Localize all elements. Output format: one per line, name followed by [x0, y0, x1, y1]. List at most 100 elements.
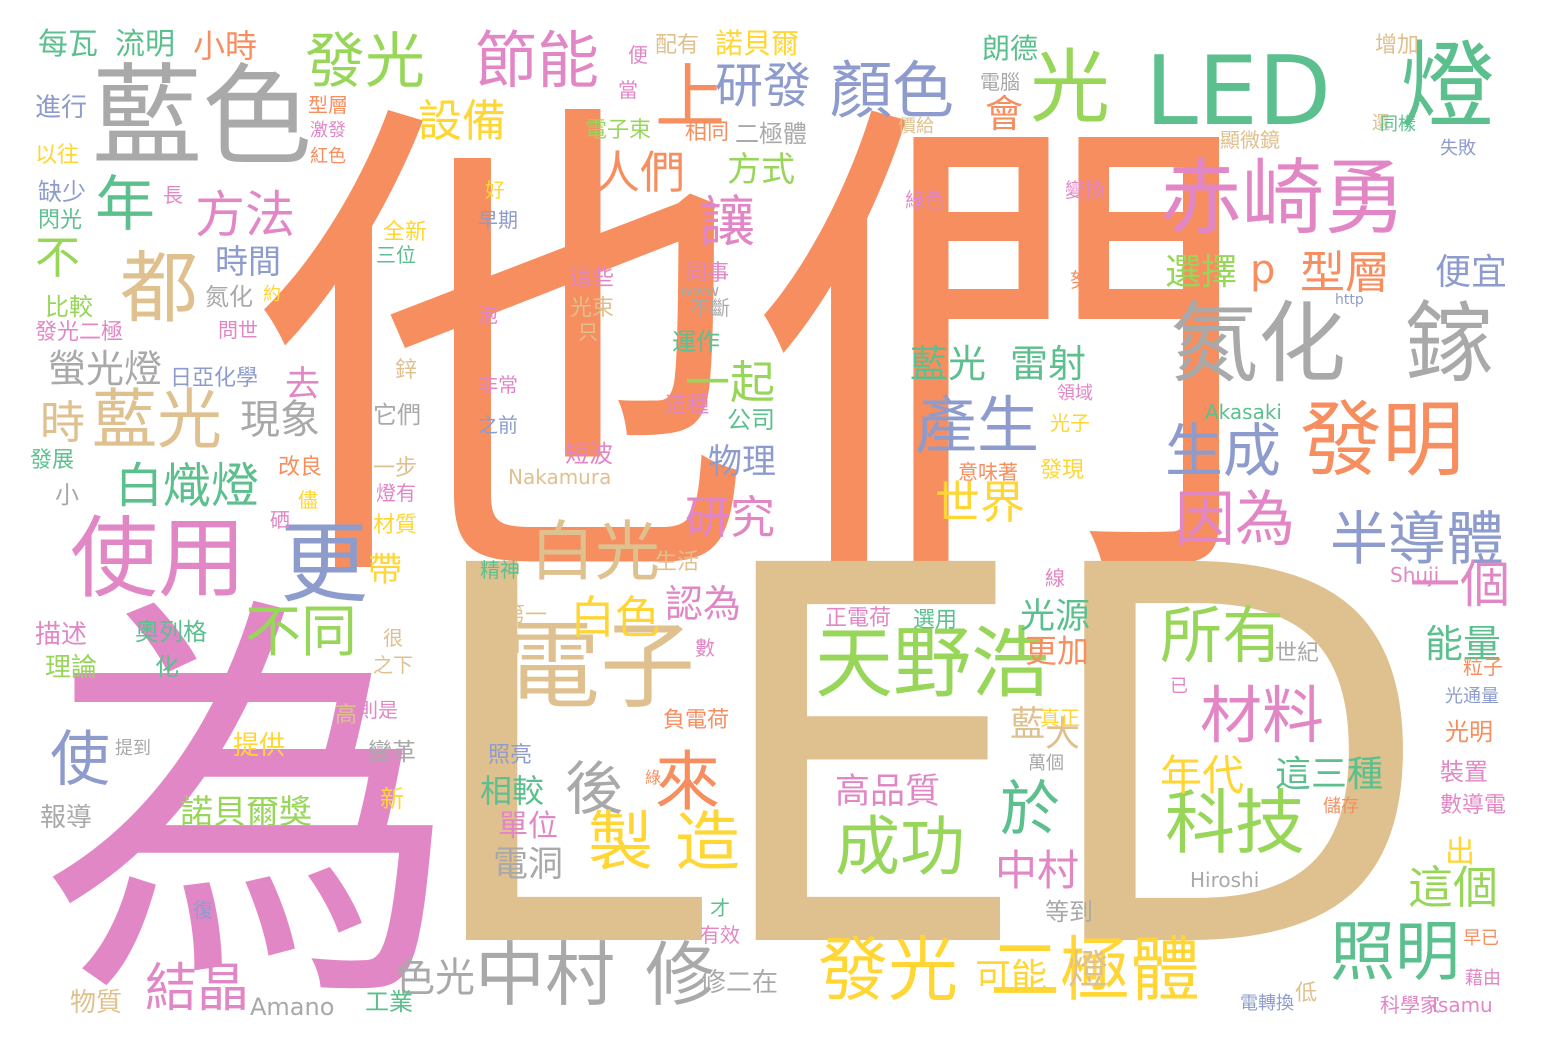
word-123: 照亮	[488, 743, 533, 768]
word-99: 發光二極	[35, 320, 124, 345]
word-33: 白色	[570, 591, 661, 644]
word-149: 三位	[376, 243, 416, 267]
word-58: 雷射	[1010, 342, 1087, 386]
word-3: 藍色	[92, 53, 312, 181]
word-6: 光	[1030, 41, 1110, 134]
word-188: 科學家	[1380, 993, 1440, 1017]
word-142: 非常	[478, 373, 518, 397]
word-55: 一起	[685, 356, 776, 409]
word-1: LED	[415, 457, 1434, 1052]
word-89: 小時	[193, 27, 258, 65]
word-2: 為	[40, 565, 460, 1052]
word-21: 顏色	[830, 54, 955, 127]
word-155: 電子束	[585, 118, 652, 143]
word-22: 上	[655, 56, 725, 138]
word-189: Isamu	[1432, 993, 1493, 1017]
word-160: 會	[985, 92, 1024, 136]
word-195: 儲存	[1323, 796, 1359, 817]
word-112: 則是	[358, 698, 398, 722]
word-170: 光子	[1050, 411, 1090, 435]
word-15: 二極體	[990, 929, 1200, 1011]
word-164: 失敗	[1440, 138, 1476, 159]
word-199: 提到	[115, 738, 151, 759]
word-69: 藍	[1010, 705, 1046, 745]
word-0: 他們	[255, 64, 1255, 646]
word-186: 早已	[1463, 928, 1499, 949]
word-78: 現象	[240, 397, 320, 443]
word-190: 低	[1295, 981, 1318, 1006]
word-169: Akasaki	[1205, 400, 1282, 424]
word-128: 這種	[665, 393, 710, 418]
word-97: 閃光	[38, 208, 83, 233]
word-94: 進行	[35, 93, 88, 123]
word-98: 比較	[45, 293, 93, 321]
word-65: 這三種	[1275, 754, 1384, 795]
word-191: 電轉換	[1240, 993, 1294, 1014]
word-166: 綠色	[905, 188, 945, 212]
word-24: 設備	[418, 96, 506, 147]
word-115: 之下	[373, 653, 413, 677]
word-39: 產生	[915, 389, 1040, 462]
word-196: 線	[1045, 566, 1065, 590]
word-42: 半導體	[1330, 505, 1505, 573]
word-114: 很	[383, 626, 403, 650]
word-152: 這些	[570, 266, 615, 291]
word-56: 研究	[685, 491, 776, 544]
word-25: 年	[95, 170, 155, 240]
word-20: 節能	[475, 24, 600, 97]
word-121: 選用	[913, 608, 958, 633]
word-62: 型層	[1300, 246, 1391, 299]
word-179: 裝置	[1440, 758, 1488, 786]
word-91: 諾貝爾	[715, 27, 800, 60]
word-23: 研發	[715, 58, 812, 114]
word-8: 氮化	[1170, 292, 1347, 395]
word-157: 二極體	[735, 120, 807, 148]
word-109: 提供	[233, 731, 286, 761]
word-7: 赤崎勇	[1160, 151, 1407, 246]
word-137: 材質	[373, 513, 418, 538]
word-45: 所有	[1160, 599, 1285, 672]
word-14: 天野浩	[815, 619, 1050, 709]
word-47: 於	[1000, 775, 1060, 845]
word-168: 努力	[1070, 268, 1110, 292]
word-67: 光源	[1020, 597, 1091, 637]
word-130: 光束	[570, 296, 615, 321]
word-101: 描述	[35, 620, 88, 650]
word-77: 物理	[708, 442, 776, 482]
word-50: 這個	[1408, 861, 1499, 914]
word-54: 讓	[700, 190, 756, 254]
word-204: 便	[628, 43, 648, 67]
word-153: 泡	[478, 303, 498, 327]
word-5: 燈	[1400, 32, 1496, 142]
word-131: 同事	[685, 261, 730, 286]
word-187: 藉由	[1465, 968, 1501, 989]
word-49: 一個	[1410, 556, 1510, 614]
word-118: 精神	[480, 558, 520, 582]
word-106: 修二在	[700, 968, 779, 998]
word-133: 改良	[278, 455, 323, 480]
word-52: 使	[50, 725, 110, 795]
word-207: 儘	[298, 488, 318, 512]
word-32: 白光	[530, 515, 661, 590]
word-124: 數	[695, 636, 715, 660]
word-4: LED	[1145, 37, 1332, 147]
word-158: 型層	[308, 93, 348, 117]
word-46: 成功	[835, 810, 966, 885]
word-143: 之前	[478, 413, 518, 437]
word-85: 單位	[498, 809, 558, 844]
word-138: 一步	[373, 456, 418, 481]
word-175: 世紀	[1275, 641, 1320, 666]
word-122: 負電荷	[663, 708, 730, 733]
word-87: 每瓦	[38, 27, 98, 62]
word-26: 方法	[195, 186, 295, 244]
word-103: 物質	[70, 988, 123, 1018]
word-72: 能量	[1425, 622, 1502, 666]
word-84: 相較	[480, 772, 545, 810]
word-34: 不同	[245, 600, 357, 665]
word-127: 公司	[727, 406, 775, 434]
word-90: 配有	[655, 33, 700, 58]
word-111: 新	[380, 785, 404, 813]
word-173: 發現	[1040, 458, 1085, 483]
word-172: 意味著	[958, 460, 1018, 484]
word-31: 白熾燈	[115, 458, 260, 514]
